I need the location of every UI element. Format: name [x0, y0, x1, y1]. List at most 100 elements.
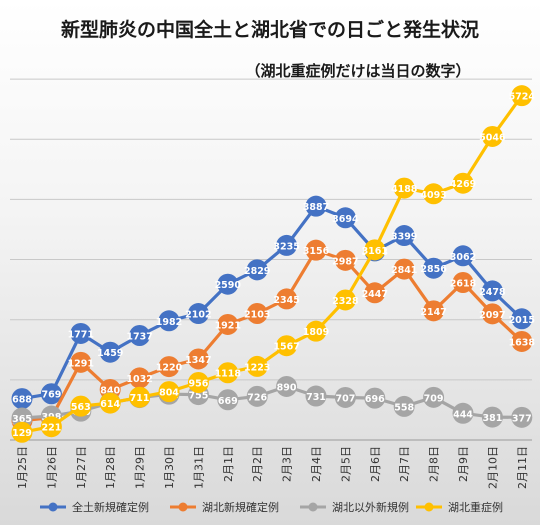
- data-label: 2102: [185, 310, 211, 321]
- data-point: [276, 375, 298, 397]
- data-label: 2856: [420, 264, 447, 275]
- data-point: [187, 371, 209, 393]
- data-label: 4269: [450, 179, 476, 190]
- data-label: 804: [159, 388, 179, 399]
- gridlines: [10, 78, 532, 441]
- chart-subtitle: （湖北重症例だけは当日の数字）: [245, 62, 470, 80]
- data-label: 4093: [420, 190, 446, 201]
- data-label: 2478: [479, 287, 506, 298]
- data-label: 711: [130, 393, 150, 404]
- data-point: [305, 195, 327, 217]
- data-point: [246, 355, 268, 377]
- data-point: [158, 356, 180, 378]
- data-point: [99, 392, 121, 414]
- data-point: [423, 183, 445, 205]
- data-point: [511, 330, 533, 352]
- data-label: 3235: [273, 241, 299, 252]
- data-point: [40, 416, 62, 438]
- x-tick-label: 2月6日: [369, 446, 382, 482]
- data-label: 2147: [420, 307, 446, 318]
- data-label: 2618: [450, 279, 477, 290]
- data-label: 1118: [215, 369, 242, 380]
- data-point: [217, 313, 239, 335]
- data-point: [246, 302, 268, 324]
- data-label: 3062: [450, 252, 476, 263]
- data-point: [334, 289, 356, 311]
- x-tick-label: 2月5日: [339, 446, 352, 482]
- data-label: 1771: [68, 329, 94, 340]
- data-label: 2447: [362, 289, 388, 300]
- data-point: [246, 259, 268, 281]
- data-point: [187, 348, 209, 370]
- data-label: 2590: [215, 280, 242, 291]
- legend-label: 湖北新規確定例: [202, 500, 279, 514]
- x-tick-label: 2月11日: [516, 446, 529, 489]
- data-point: [423, 257, 445, 279]
- legend-swatch-marker: [178, 502, 188, 512]
- data-point: [481, 125, 503, 147]
- data-label: 1032: [126, 374, 152, 385]
- data-point: [364, 387, 386, 409]
- data-label: 1291: [68, 358, 94, 369]
- x-tick-label: 1月31日: [192, 446, 205, 489]
- data-point: [334, 249, 356, 271]
- data-label: 2987: [332, 256, 358, 267]
- data-label: 726: [247, 392, 267, 403]
- data-label: 956: [188, 378, 208, 389]
- data-label: 129: [12, 428, 32, 439]
- data-label: 1567: [273, 342, 299, 353]
- x-tick-label: 2月10日: [486, 446, 499, 489]
- data-point: [246, 385, 268, 407]
- data-point: [70, 395, 92, 417]
- data-point: [158, 381, 180, 403]
- x-tick-label: 2月3日: [281, 446, 294, 482]
- series-line: [21, 248, 523, 423]
- data-point: [99, 341, 121, 363]
- data-point: [305, 239, 327, 261]
- data-point: [129, 367, 151, 389]
- data-label: 696: [365, 394, 385, 405]
- data-point: [393, 395, 415, 417]
- data-label: 377: [512, 413, 532, 424]
- data-label: 2345: [273, 295, 299, 306]
- x-tick-label: 1月28日: [104, 446, 117, 489]
- x-tick-label: 2月7日: [398, 446, 411, 482]
- data-label: 3887: [303, 202, 329, 213]
- data-point: [187, 303, 209, 325]
- data-label: 1737: [126, 332, 152, 343]
- x-tick-label: 2月8日: [428, 446, 441, 482]
- data-label: 3156: [303, 246, 330, 257]
- x-tick-label: 2月4日: [310, 446, 323, 482]
- x-tick-label: 1月29日: [134, 446, 147, 489]
- data-label: 2328: [332, 296, 359, 307]
- data-point: [423, 386, 445, 408]
- data-label: 221: [41, 423, 61, 434]
- data-label: 1982: [156, 317, 182, 328]
- data-point: [452, 172, 474, 194]
- data-point: [481, 280, 503, 302]
- data-point: [364, 282, 386, 304]
- legend-label: 全土新規確定例: [72, 500, 149, 514]
- data-label: 5046: [479, 132, 506, 143]
- data-point: [481, 406, 503, 428]
- legend: 全土新規確定例 湖北新規確定例 湖北以外新規例 湖北重症例: [40, 500, 503, 514]
- data-label: 3161: [362, 246, 388, 257]
- data-label: 688: [12, 395, 32, 406]
- data-point: [393, 177, 415, 199]
- x-tick-label: 1月27日: [75, 446, 88, 489]
- legend-swatch-marker: [424, 502, 434, 512]
- data-point: [511, 406, 533, 428]
- data-label: 4188: [391, 184, 418, 195]
- data-label: 1223: [244, 362, 270, 373]
- data-point: [452, 245, 474, 267]
- data-point: [276, 335, 298, 357]
- data-label: 5724: [509, 92, 536, 103]
- x-axis-ticks: 1月25日 1月26日 1月27日 1月28日 1月29日 1月30日 1月31日 2月1日 2…: [16, 446, 529, 489]
- data-label: 2829: [244, 266, 270, 277]
- data-point: [70, 351, 92, 373]
- data-point: [511, 308, 533, 330]
- data-point: [305, 320, 327, 342]
